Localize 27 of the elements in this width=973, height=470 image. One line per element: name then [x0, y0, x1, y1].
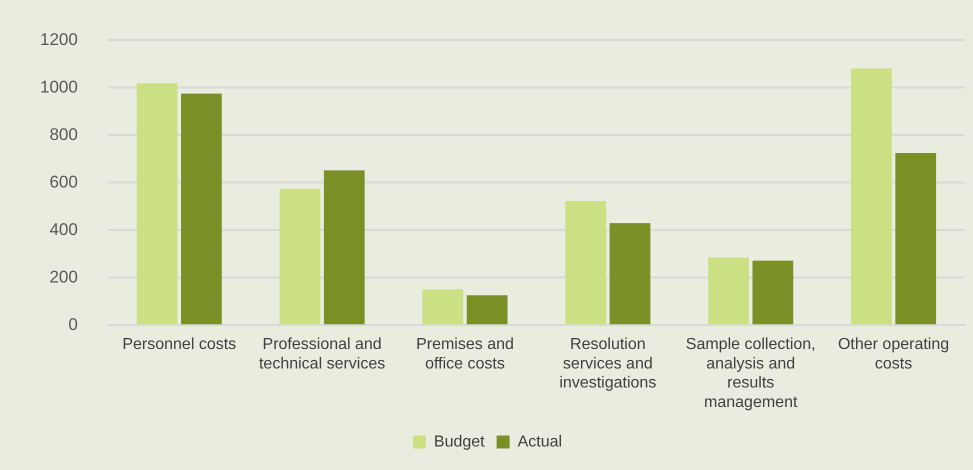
bar [280, 188, 320, 324]
legend-label: Actual [518, 433, 562, 450]
x-tick-label: Professional and technical services [258, 336, 386, 372]
bar [136, 83, 178, 324]
y-tick-label: 1200 [40, 30, 78, 49]
bar [181, 94, 222, 324]
bar [324, 170, 365, 324]
legend-label: Budget [434, 433, 486, 450]
x-tick-label: Personnel costs [122, 336, 236, 354]
bar [895, 153, 936, 324]
bar [851, 68, 892, 324]
x-tick-label: Sample collection, analysis and results management [686, 336, 816, 411]
y-tick-label: 600 [49, 172, 78, 192]
y-tick-label: 0 [68, 314, 78, 334]
x-tick-label: Resolution services and investigations [559, 336, 656, 392]
bar [565, 200, 606, 324]
x-tick-label: Premises and office costs [416, 336, 514, 372]
bar [708, 258, 749, 324]
y-tick-label: 400 [49, 220, 78, 239]
y-tick-label: 1000 [40, 77, 78, 96]
bar [466, 295, 508, 324]
bar [752, 260, 794, 324]
bar [610, 223, 650, 324]
bar [422, 289, 464, 324]
x-tick-label: Other operating costs [838, 336, 950, 372]
y-tick-label: 800 [49, 124, 78, 144]
y-tick-label: 200 [49, 267, 78, 286]
